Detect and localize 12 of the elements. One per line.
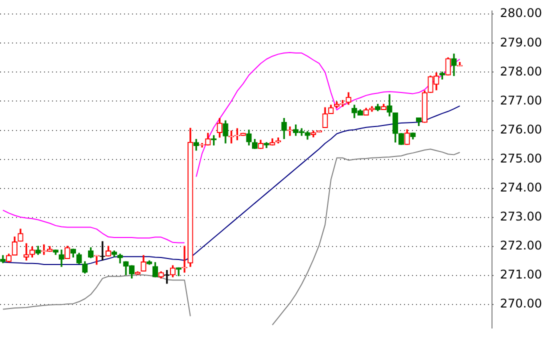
y-tick-label: 270.00 (500, 296, 542, 311)
y-tick-label: 278.00 (500, 64, 542, 78)
y-tick-label: 271.00 (500, 268, 542, 282)
candlestick (164, 270, 170, 284)
y-tick-label: 277.00 (500, 93, 542, 108)
y-tick-label: 273.00 (500, 210, 542, 224)
y-tick-label: 274.00 (500, 180, 542, 195)
y-tick-label: 275.00 (500, 151, 542, 166)
y-tick-label: 279.00 (500, 35, 542, 50)
y-tick-label: 280.00 (500, 6, 542, 20)
y-tick-label: 272.00 (500, 238, 542, 253)
y-tick-label: 276.00 (500, 122, 542, 136)
